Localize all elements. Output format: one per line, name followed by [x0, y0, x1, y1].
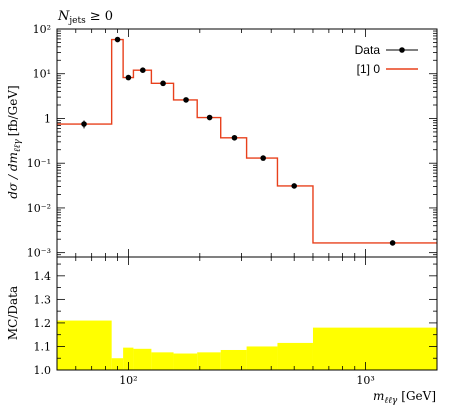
main-ytick-label-4: 10¹ — [33, 68, 51, 81]
ratio-band-bin-10 — [312, 327, 437, 370]
ylabel-unit: [fb/GeV] — [6, 85, 20, 136]
title-sub: jets — [68, 16, 86, 26]
legend-marker-data-dot — [399, 47, 405, 53]
main-ytick-label-5: 10² — [33, 23, 51, 36]
data-point-7 — [231, 134, 238, 141]
data-point-4 — [160, 80, 166, 87]
ratio-band-bin-3 — [133, 348, 152, 370]
legend-label-mc: [1] 0 — [357, 62, 381, 76]
legend: Data [1] 0 — [355, 43, 418, 76]
ratio-ylabel: MC/Data — [6, 286, 20, 340]
main-plot: 10⁻³ 10⁻² 10⁻¹ 1 10¹ 10² — [27, 23, 438, 260]
ratio-plot: 10² 10³ 1.0 1.1 1.2 1.3 1.4 — [34, 256, 438, 387]
ratio-band-bin-5 — [173, 353, 198, 370]
ratio-frame — [56, 256, 438, 371]
xlabel-sub: ℓℓγ — [384, 396, 397, 406]
data-point-6 — [206, 114, 213, 121]
xlabel: mℓℓγ [GeV] — [373, 389, 436, 406]
legend-label-data: Data — [355, 43, 381, 57]
title-rel: ≥ 0 — [90, 9, 113, 24]
data-point-1 — [114, 36, 121, 43]
main-ytick-label-2: 10⁻¹ — [27, 157, 51, 170]
xlabel-main: m — [373, 389, 384, 403]
ratio-ytick-label-4: 1.4 — [34, 270, 52, 283]
title-main: N — [57, 9, 70, 24]
ratio-ytick-label-2: 1.2 — [34, 317, 52, 330]
ratio-band-bin-9 — [277, 342, 313, 370]
data-point-3 — [139, 67, 146, 73]
data-point-5 — [183, 97, 189, 103]
xtick-label-1: 10³ — [356, 374, 374, 387]
chart-title: Njets ≥ 0 — [57, 9, 113, 26]
data-point-9 — [291, 183, 297, 189]
main-ytick-label-0: 10⁻³ — [27, 247, 51, 260]
xlabel-unit: [GeV] — [401, 389, 436, 403]
ylabel-sub: ℓℓγ — [13, 139, 23, 152]
ratio-band-bin-7 — [220, 349, 247, 370]
main-ylabel: dσ / dmℓℓγ [fb/GeV] — [6, 85, 23, 198]
ratio-band-bin-6 — [197, 352, 221, 370]
ratio-ytick-label-1: 1.1 — [34, 340, 52, 353]
data-point-10 — [389, 240, 396, 246]
ratio-band-bin-8 — [246, 346, 278, 370]
xtick-label-0: 10² — [119, 374, 137, 387]
data-point-2 — [125, 74, 132, 81]
ratio-band-bin-4 — [151, 352, 174, 370]
data-point-8 — [260, 155, 266, 161]
ratio-band-bin-1 — [111, 358, 124, 370]
ratio-band-bin-0 — [57, 320, 112, 370]
data-point-0 — [81, 121, 87, 127]
ratio-ytick-label-3: 1.3 — [34, 293, 52, 306]
ratio-ytick-label-0: 1.0 — [34, 364, 52, 377]
ratio-band-bin-2 — [123, 347, 134, 370]
ylabel-pre: dσ / dm — [6, 152, 20, 199]
main-ytick-label-3: 1 — [44, 112, 51, 125]
main-ytick-label-1: 10⁻² — [27, 202, 51, 215]
mc-step-line — [57, 38, 437, 244]
